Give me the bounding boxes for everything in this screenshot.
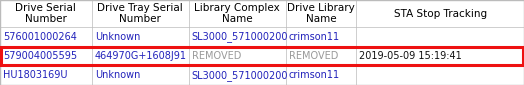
Text: STA Stop Tracking: STA Stop Tracking bbox=[394, 9, 487, 19]
Text: 579004005595: 579004005595 bbox=[3, 51, 77, 61]
Text: Drive Serial
Number: Drive Serial Number bbox=[15, 3, 77, 24]
Text: SL3000_571000200: SL3000_571000200 bbox=[192, 31, 288, 42]
Text: REMOVED: REMOVED bbox=[289, 51, 338, 61]
Text: REMOVED: REMOVED bbox=[192, 51, 241, 61]
Text: crimson11: crimson11 bbox=[289, 32, 340, 42]
Text: crimson11: crimson11 bbox=[289, 70, 340, 80]
Text: Unknown: Unknown bbox=[95, 32, 140, 42]
Text: Library Complex
Name: Library Complex Name bbox=[194, 3, 280, 24]
Text: Drive Library
Name: Drive Library Name bbox=[287, 3, 355, 24]
Text: 576001000264: 576001000264 bbox=[3, 32, 77, 42]
Text: 2019-05-09 15:19:41: 2019-05-09 15:19:41 bbox=[359, 51, 462, 61]
Text: HU1803169U: HU1803169U bbox=[3, 70, 68, 80]
Text: 464970G+1608J91: 464970G+1608J91 bbox=[95, 51, 187, 61]
Text: SL3000_571000200: SL3000_571000200 bbox=[192, 70, 288, 81]
Bar bbox=[1, 47, 523, 65]
Text: Unknown: Unknown bbox=[95, 70, 140, 80]
Text: Drive Tray Serial
Number: Drive Tray Serial Number bbox=[97, 3, 183, 24]
